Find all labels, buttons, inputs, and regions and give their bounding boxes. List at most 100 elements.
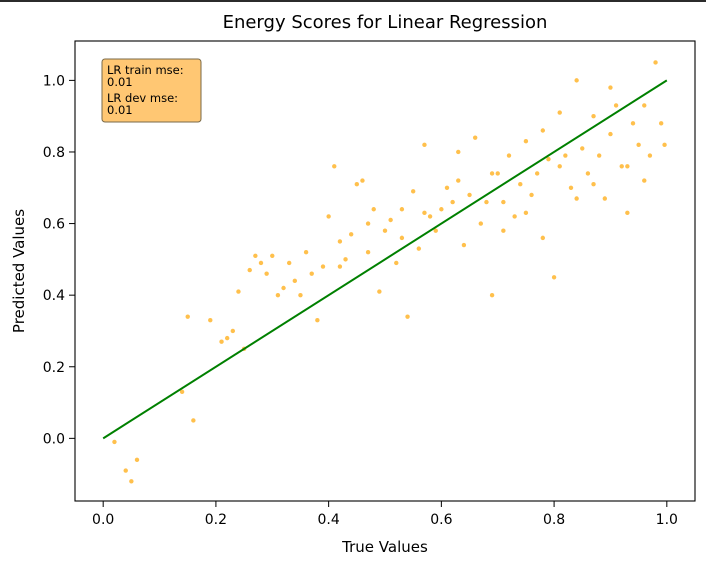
- scatter-point: [580, 146, 585, 151]
- scatter-point: [320, 264, 326, 269]
- x-tick-label: 1.0: [656, 512, 678, 528]
- scatter-point: [557, 110, 562, 115]
- scatter-point: [236, 289, 241, 294]
- scatter-point: [461, 242, 467, 248]
- scatter-point: [129, 479, 134, 484]
- scatter-point: [253, 253, 258, 258]
- scatter-point: [394, 260, 399, 266]
- scatter-point: [467, 192, 472, 198]
- scatter-point: [439, 207, 444, 212]
- scatter-point: [247, 267, 252, 273]
- scatter-point: [585, 171, 591, 176]
- plot-frame: [74, 40, 696, 502]
- scatter-point: [281, 285, 286, 291]
- x-axis-label: True Values: [341, 538, 428, 556]
- scatter-point: [208, 318, 213, 323]
- scatter-point: [112, 439, 117, 445]
- train-mse-value: 0.01: [107, 75, 133, 89]
- y-axis-label: Predicted Values: [10, 209, 28, 333]
- chart-title: Energy Scores for Linear Regression: [223, 12, 548, 33]
- scatter-point: [444, 185, 450, 190]
- scatter-point: [309, 271, 314, 276]
- scatter-point: [399, 235, 405, 241]
- mse-annotation-box: LR train mse: 0.01 LR dev mse: 0.01: [101, 58, 202, 123]
- scatter-point: [360, 178, 365, 183]
- scatter-point: [388, 217, 393, 223]
- scatter-point: [348, 232, 354, 237]
- scatter-point: [382, 228, 388, 233]
- scatter-point: [653, 60, 658, 65]
- scatter-point: [512, 214, 517, 219]
- scatter-point: [270, 253, 275, 258]
- scatter-point: [292, 278, 298, 284]
- scatter-point: [337, 239, 343, 244]
- scatter-point: [591, 113, 596, 119]
- scatter-point: [377, 289, 382, 294]
- scatter-point: [365, 250, 371, 255]
- scatter-point: [596, 153, 602, 158]
- scatter-point: [286, 260, 292, 266]
- scatter-point: [501, 199, 506, 205]
- scatter-point: [303, 250, 309, 255]
- scatter-point: [602, 196, 608, 201]
- scatter-point: [636, 142, 641, 148]
- x-tick-label: 0.4: [318, 512, 340, 528]
- scatter-point: [518, 181, 523, 187]
- scatter-point: [613, 103, 619, 108]
- scatter-point: [230, 328, 236, 334]
- scatter-point: [315, 318, 320, 323]
- scatter-point: [433, 228, 438, 233]
- scatter-point: [563, 153, 568, 158]
- scatter-point: [540, 235, 546, 241]
- scatter-point: [489, 171, 495, 176]
- scatter-point: [625, 164, 630, 169]
- scatter-point: [275, 292, 281, 298]
- scatter-point: [224, 335, 230, 341]
- scatter-point: [574, 196, 579, 201]
- scatter-point: [399, 207, 405, 212]
- scatter-point: [658, 121, 664, 126]
- scatter-point: [371, 207, 376, 212]
- scatter-point: [495, 171, 500, 176]
- scatter-point: [506, 153, 512, 158]
- scatter-point: [662, 142, 667, 148]
- scatter-point: [422, 210, 427, 216]
- y-tick-label: 1.0: [43, 73, 65, 89]
- scatter-point: [642, 103, 647, 108]
- scatter-point: [540, 128, 546, 133]
- fit-line: [102, 79, 668, 440]
- scatter-point: [478, 221, 484, 226]
- x-tick-label: 0.8: [543, 512, 565, 528]
- y-tick-label: 0.0: [43, 431, 65, 447]
- scatter-point: [298, 292, 303, 298]
- scatter-point: [219, 339, 224, 344]
- scatter-point: [568, 185, 574, 190]
- scatter-point: [523, 139, 529, 144]
- scatter-point: [264, 271, 269, 276]
- dev-mse-value: 0.01: [107, 103, 133, 117]
- train-mse-label: LR train mse:: [107, 63, 184, 77]
- scatter-point: [647, 153, 653, 158]
- y-tick-label: 0.4: [43, 288, 65, 304]
- scatter-point: [326, 214, 331, 219]
- scatter-point: [354, 181, 360, 187]
- scatter-point: [523, 210, 529, 216]
- scatter-point: [489, 292, 495, 298]
- scatter-point: [608, 85, 613, 90]
- scatter-point: [450, 199, 455, 205]
- scatter-point: [630, 121, 636, 126]
- scatter-point: [529, 192, 534, 198]
- scatter-point: [337, 264, 343, 269]
- scatter-point: [179, 389, 185, 395]
- x-axis: 0.0 0.2 0.4 0.6 0.8 1.0: [92, 501, 678, 528]
- x-tick-label: 0.0: [92, 512, 114, 528]
- scatter-point: [625, 210, 630, 216]
- scatter-point: [534, 171, 540, 176]
- scatter-point: [343, 257, 348, 262]
- fit-line-segment: [102, 79, 668, 440]
- scatter-point: [332, 164, 337, 169]
- mse-annotation-background: [101, 58, 202, 123]
- y-tick-label: 0.2: [43, 360, 65, 376]
- y-tick-label: 0.6: [43, 217, 65, 233]
- scatter-point: [258, 260, 264, 266]
